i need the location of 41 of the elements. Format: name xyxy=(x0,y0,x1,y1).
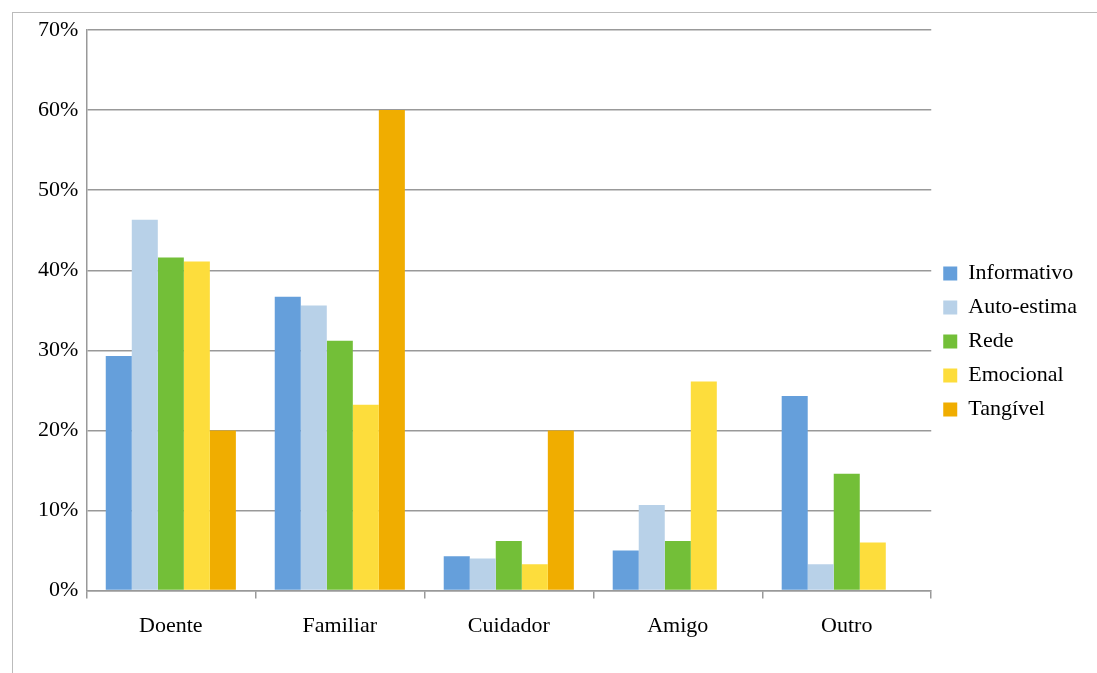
bar xyxy=(521,564,548,590)
x-tick-label: Cuidador xyxy=(467,611,551,637)
legend-label: Auto-estima xyxy=(968,293,1078,319)
legend-label: Emocional xyxy=(968,361,1064,387)
bar xyxy=(469,558,496,590)
bar xyxy=(105,355,132,590)
y-tick-label: 10% xyxy=(38,496,79,522)
bar xyxy=(495,540,522,590)
y-tick-label: 50% xyxy=(38,175,79,201)
bar xyxy=(274,296,301,590)
y-tick-label: 60% xyxy=(38,95,79,121)
bar xyxy=(131,219,158,590)
bar xyxy=(859,542,886,590)
bar xyxy=(443,556,470,590)
x-tick-label: Amigo xyxy=(647,611,709,637)
legend-label: Tangível xyxy=(968,395,1045,421)
bar xyxy=(209,430,236,590)
bar xyxy=(833,473,860,590)
y-tick-label: 30% xyxy=(38,336,79,362)
bar xyxy=(612,550,639,590)
bar xyxy=(183,261,210,590)
bar xyxy=(378,110,405,590)
bar xyxy=(300,305,327,590)
bar xyxy=(326,340,353,590)
bar xyxy=(807,564,834,590)
x-tick-label: Outro xyxy=(821,611,873,637)
bar xyxy=(157,257,184,590)
y-tick-label: 70% xyxy=(38,15,79,41)
bar xyxy=(781,395,808,590)
bar xyxy=(547,430,574,590)
x-tick-label: Familiar xyxy=(302,611,378,637)
legend-label: Rede xyxy=(968,327,1014,353)
y-tick-label: 0% xyxy=(49,576,79,602)
bar xyxy=(352,404,379,590)
y-tick-label: 40% xyxy=(38,256,79,282)
bar xyxy=(664,540,691,590)
legend-label: Informativo xyxy=(968,259,1074,285)
bar xyxy=(638,504,665,590)
x-tick-label: Doente xyxy=(139,611,203,637)
y-tick-label: 20% xyxy=(38,416,79,442)
bar xyxy=(690,381,717,590)
